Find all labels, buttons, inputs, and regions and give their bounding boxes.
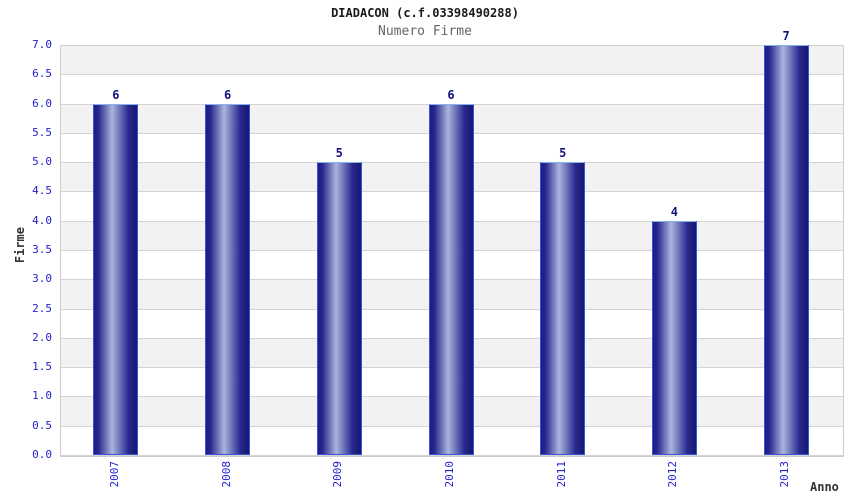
y-tick-label-5.5: 5.5	[32, 125, 52, 139]
y-tick-label-1.0: 1.0	[32, 389, 52, 403]
y-tick-label-0.5: 0.5	[32, 418, 52, 432]
bar-value-label-2009: 5	[335, 146, 343, 161]
bar-2010	[428, 103, 474, 455]
x-tick-label-2008: 2008	[219, 461, 233, 488]
bar-2008	[205, 103, 251, 455]
y-tick-label-4.5: 4.5	[32, 184, 52, 198]
bar-2011	[540, 162, 586, 455]
bar-value-label-2008: 6	[223, 87, 232, 102]
x-tick-label-2010: 2010	[443, 461, 456, 488]
y-tick-label-2.0: 2.0	[32, 330, 52, 344]
bar-2007	[93, 103, 139, 455]
y-tick-label-3.0: 3.0	[32, 272, 52, 286]
y-tick-label-1.5: 1.5	[32, 360, 52, 374]
bar-value-label-2007: 6	[112, 87, 120, 102]
bar-2013	[763, 45, 809, 455]
bar-value-label-2011: 5	[559, 146, 567, 161]
x-tick-label-2009: 2009	[331, 461, 345, 488]
bar-2012	[651, 220, 697, 455]
x-tick-label-2007: 2007	[107, 461, 121, 488]
y-tick-label-6.5: 6.5	[32, 67, 52, 81]
chart-title: DIADACON (c.f.03398490288)	[331, 6, 519, 20]
y-tick-label-5.0: 5.0	[32, 155, 52, 169]
y-tick-label-2.5: 2.5	[32, 301, 52, 315]
y-tick-label-4.0: 4.0	[32, 213, 52, 227]
bar-value-label-2010: 6	[447, 87, 455, 102]
y-tick-label-7.0: 7.0	[32, 38, 52, 51]
y-tick-label-0.0: 0.0	[32, 448, 52, 461]
y-tick-label-6.0: 6.0	[32, 96, 52, 110]
x-tick-label-2013: 2013	[778, 461, 792, 488]
x-tick-label-2011: 2011	[554, 461, 568, 488]
x-axis-title: Anno	[810, 480, 839, 494]
grid-band	[61, 46, 843, 76]
bar-2009	[316, 162, 362, 455]
chart-subtitle: Numero Firme	[378, 24, 472, 39]
y-tick-label-3.5: 3.5	[32, 243, 52, 256]
x-tick-label-2012: 2012	[666, 461, 680, 488]
grid-band	[61, 75, 843, 105]
bar-value-label-2013: 7	[782, 29, 790, 43]
bar-value-label-2012: 4	[670, 204, 679, 219]
